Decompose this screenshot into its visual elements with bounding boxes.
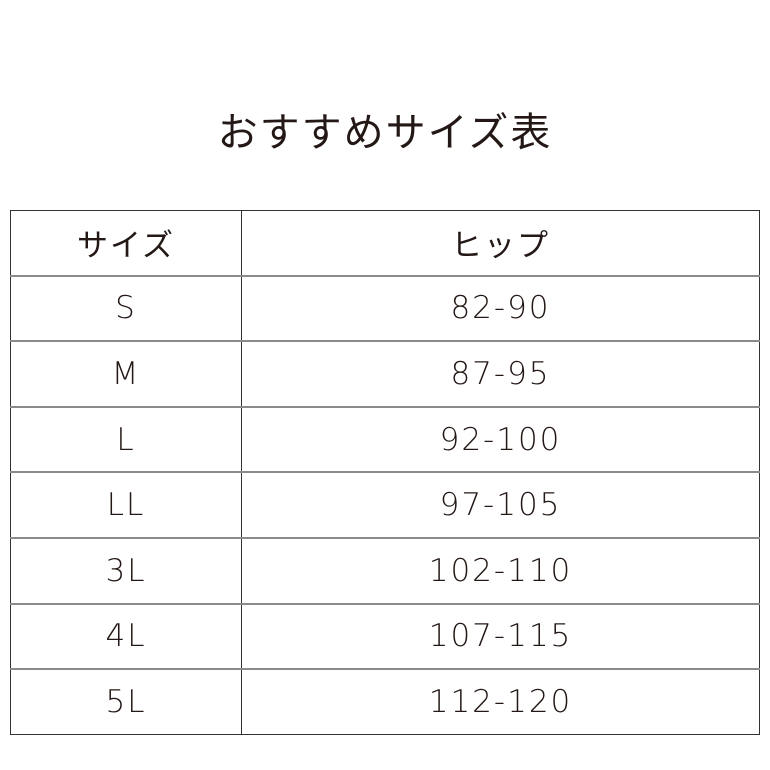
hip-cell: 97-105	[241, 471, 760, 538]
table-row: L 92-100	[10, 405, 760, 473]
hip-cell: 82-90	[241, 274, 760, 342]
hip-cell: 112-120	[241, 668, 760, 735]
table-row: 4L 107-115	[10, 602, 760, 670]
size-cell: 3L	[10, 536, 242, 604]
size-table: サイズ ヒップ S 82-90 M 87-95 L 92-100 LL 97-105 3…	[10, 210, 760, 735]
size-cell: 5L	[10, 668, 242, 735]
size-cell: M	[10, 340, 242, 407]
header-hip: ヒップ	[451, 228, 550, 265]
hip-cell: 102-110	[241, 536, 760, 604]
hip-cell: 87-95	[241, 340, 760, 407]
header-size: サイズ	[10, 210, 242, 276]
hip-cell: 107-115	[241, 602, 760, 670]
size-cell: S	[10, 274, 242, 342]
hip-cell: 92-100	[241, 405, 760, 473]
table-row: S 82-90	[10, 274, 760, 342]
table-row: M 87-95	[10, 340, 760, 407]
table-row: 5L 112-120	[10, 668, 760, 735]
table-row: 3L 102-110	[10, 536, 760, 604]
page-title: おすすめサイズ表	[217, 110, 553, 156]
size-cell: L	[10, 405, 242, 473]
size-cell: 4L	[10, 602, 242, 670]
table-header-row: サイズ ヒップ	[10, 210, 760, 276]
table-row: LL 97-105	[10, 471, 760, 538]
size-cell: LL	[10, 471, 242, 538]
